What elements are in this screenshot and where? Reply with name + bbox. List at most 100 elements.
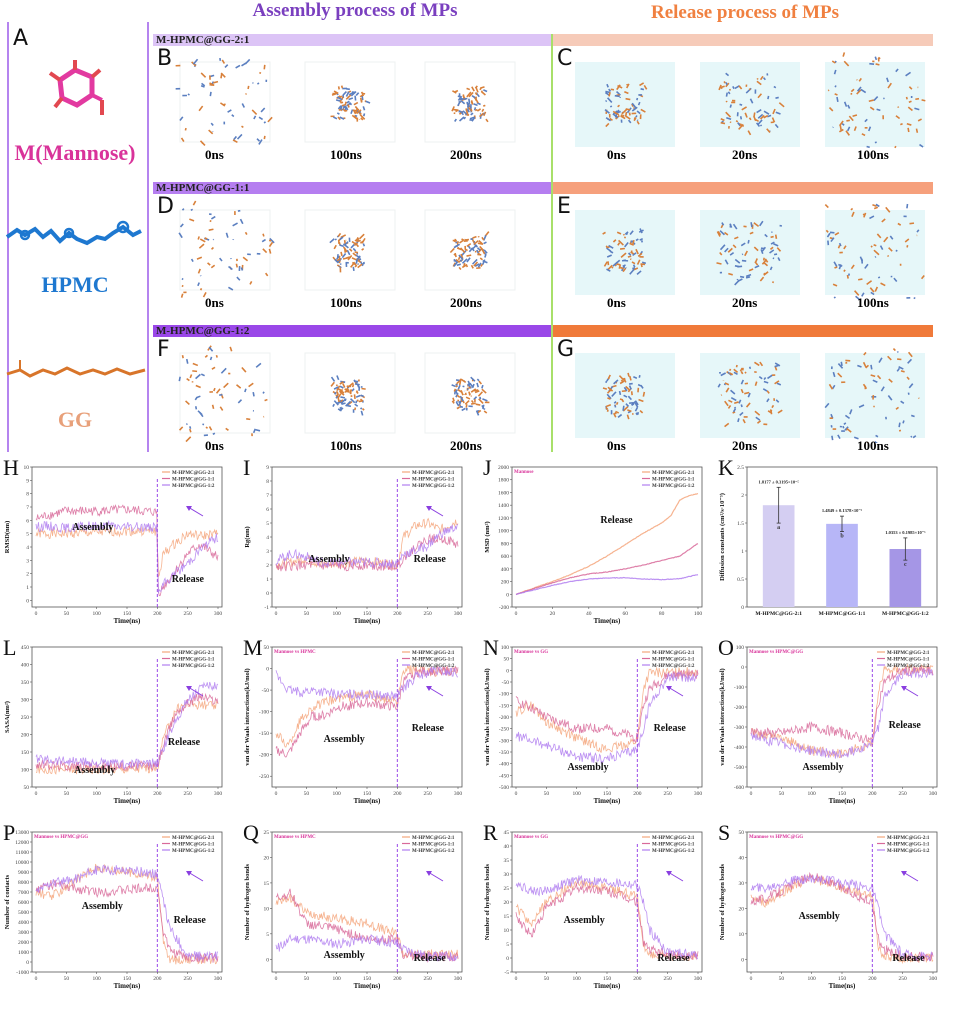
phase-annotation: Assembly	[799, 911, 840, 922]
y-tick-label: 10	[24, 465, 30, 471]
x-tick-label: 300	[214, 611, 223, 617]
y-tick-label: 150	[21, 750, 30, 756]
series-line-2	[515, 671, 699, 765]
y-axis-label: van der Waals interactions(kJ/mol)	[244, 668, 251, 765]
release-time-label: 100ns	[857, 438, 889, 453]
system-header-0: M-HPMC@GG-2:1	[153, 34, 551, 46]
plot-frame	[511, 466, 703, 608]
x-tick-label: 250	[424, 791, 433, 797]
phase-annotation: Release	[600, 515, 633, 526]
y-tick-label: -100	[734, 685, 744, 691]
arrow-head-icon	[426, 871, 432, 876]
x-tick-label: 200	[633, 791, 642, 797]
phase-annotation: Assembly	[82, 901, 123, 912]
y-tick-label: -350	[499, 750, 509, 756]
series-line-2	[35, 519, 219, 594]
series-line-2	[275, 524, 459, 569]
legend-label: M-HPMC@GG-1:2	[652, 849, 695, 854]
y-tick-label: 6000	[18, 900, 29, 906]
arrow-head-icon	[666, 686, 672, 691]
release-time-label: 20ns	[732, 147, 758, 162]
release-header-0	[553, 34, 933, 46]
x-tick-label: 0	[515, 611, 518, 617]
y-tick-label: 6	[26, 518, 29, 524]
x-tick-label: 150	[363, 611, 372, 617]
y-tick-label: 1600	[498, 490, 509, 496]
phase-annotation: Release	[889, 720, 922, 731]
y-tick-label: 30	[504, 872, 510, 878]
release-snapshot	[575, 62, 675, 147]
value-label: 1.8177 ± 0.3195×10⁻⁵	[759, 479, 800, 484]
x-axis-label: Time(ns)	[354, 982, 381, 990]
y-tick-label: 250	[21, 715, 30, 721]
legend-label: M-HPMC@GG-1:2	[652, 664, 695, 669]
legend-label: M-HPMC@GG-1:2	[887, 664, 930, 669]
y-axis-label: van der Waals interactions(kJ/mol)	[719, 668, 726, 765]
x-tick-label: 50	[544, 976, 550, 982]
legend-label: M-HPMC@GG-1:1	[412, 478, 455, 483]
phase-annotation: Assembly	[802, 762, 843, 773]
y-tick-label: 5	[26, 532, 29, 538]
release-snapshot	[575, 353, 675, 438]
y-tick-label: 800	[501, 541, 510, 547]
x-tick-label: 250	[899, 791, 908, 797]
series-line-0	[515, 492, 699, 595]
interaction-tag: Mannose vs HPMC@GG	[34, 835, 88, 840]
y-tick-label: -50	[262, 688, 270, 694]
panel-letter-g: G	[557, 337, 575, 362]
panel-letter-c: C	[557, 46, 573, 71]
y-tick-label: 7	[26, 505, 29, 511]
arrow-head-icon	[901, 686, 907, 691]
y-tick-label: 2	[741, 493, 744, 499]
x-tick-label: 200	[868, 976, 877, 982]
y-tick-label: 8	[266, 479, 269, 485]
y-tick-label: -150	[499, 703, 509, 709]
legend-label: M-HPMC@GG-2:1	[652, 836, 695, 841]
phase-annotation: Assembly	[564, 915, 605, 926]
y-axis-label: Diffusion constants (cm²/s·10⁻⁵)	[719, 493, 726, 581]
y-tick-label: 2000	[498, 465, 509, 471]
y-tick-label: 7000	[18, 890, 29, 896]
y-tick-label: 5000	[18, 910, 29, 916]
x-tick-label: 0	[35, 976, 38, 982]
series-line-2	[275, 666, 459, 701]
phase-annotation: Assembly	[308, 554, 349, 565]
x-tick-label: 0	[750, 976, 753, 982]
x-tick-label: 150	[123, 791, 132, 797]
x-axis-label: Time(ns)	[829, 797, 856, 805]
y-tick-label: -150	[259, 731, 269, 737]
y-tick-label: 50	[264, 645, 270, 651]
legend-label: M-HPMC@GG-1:1	[652, 658, 695, 663]
y-tick-label: 0	[741, 957, 744, 963]
mannose-structure	[48, 60, 104, 115]
x-tick-label: 300	[929, 976, 938, 982]
value-label: 1.4849 ± 0.1378×10⁻⁵	[822, 508, 863, 513]
y-tick-label: -300	[734, 725, 744, 731]
release-snapshot	[825, 52, 926, 149]
series-line-1	[275, 888, 459, 963]
series-line-1	[515, 883, 699, 961]
y-tick-label: 100	[501, 645, 510, 651]
y-tick-label: 600	[501, 554, 510, 560]
panel-letter-n: N	[483, 635, 499, 660]
release-time-label: 0ns	[607, 147, 626, 162]
y-tick-label: 4	[26, 545, 29, 551]
release-snapshot	[575, 210, 675, 295]
panel-letter-p: P	[3, 820, 15, 845]
x-tick-label: 200	[153, 791, 162, 797]
interaction-tag: Mannose vs HPMC	[274, 835, 316, 840]
y-tick-label: 1200	[498, 516, 509, 522]
x-tick-label: 300	[694, 791, 703, 797]
phase-annotation: Release	[657, 953, 690, 964]
y-tick-label: 7	[266, 493, 269, 499]
y-tick-label: -250	[259, 774, 269, 780]
chart-s: S 0 10 20 30 40 50 Number of hydrogen bonds 0 50 1…	[718, 820, 938, 990]
series-line-0	[35, 863, 219, 965]
y-tick-label: -100	[499, 692, 509, 698]
release-snapshot	[700, 62, 800, 147]
assembly-time-label: 100ns	[330, 147, 362, 162]
x-tick-label: 50	[64, 791, 70, 797]
x-tick-label: 250	[424, 976, 433, 982]
x-axis-label: Time(ns)	[354, 797, 381, 805]
y-tick-label: -200	[734, 705, 744, 711]
